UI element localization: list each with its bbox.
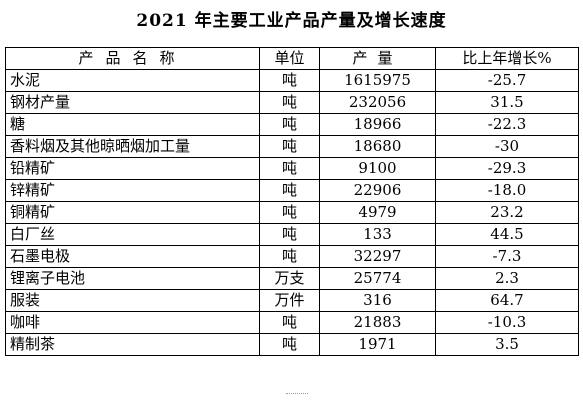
- cell-quantity: 18680: [319, 135, 436, 158]
- cell-unit: 万件: [259, 289, 320, 312]
- header-growth: 比上年增长%: [435, 47, 579, 70]
- cell-product: 铜精矿: [5, 201, 260, 224]
- header-quantity: 产量: [319, 47, 436, 70]
- cell-growth: 2.3: [435, 267, 579, 290]
- cell-unit: 吨: [259, 333, 320, 356]
- cell-quantity: 21883: [319, 311, 436, 334]
- cell-growth: 44.5: [435, 223, 579, 246]
- cell-unit: 吨: [259, 113, 320, 136]
- cell-growth: -10.3: [435, 311, 579, 334]
- cell-growth: -18.0: [435, 179, 579, 202]
- cell-quantity: 9100: [319, 157, 436, 180]
- header-product: 产品名称: [5, 47, 260, 70]
- cell-quantity: 4979: [319, 201, 436, 224]
- table-row: 服装 万件 316 64.7: [5, 289, 579, 312]
- production-table: 产品名称 单位 产量 比上年增长% 水泥 吨 1615975 -25.7 钢材产…: [5, 47, 579, 356]
- cell-product: 锂离子电池: [5, 267, 260, 290]
- cell-product: 钢材产量: [5, 91, 260, 114]
- cell-unit: 吨: [259, 69, 320, 92]
- cell-unit: 吨: [259, 245, 320, 268]
- cell-growth: -7.3: [435, 245, 579, 268]
- cell-quantity: 25774: [319, 267, 436, 290]
- cell-product: 精制茶: [5, 333, 260, 356]
- cell-unit: 吨: [259, 135, 320, 158]
- cell-growth: -29.3: [435, 157, 579, 180]
- cell-product: 服装: [5, 289, 260, 312]
- cell-unit: 吨: [259, 91, 320, 114]
- table-row: 精制茶 吨 1971 3.5: [5, 333, 579, 356]
- table-row: 白厂丝 吨 133 44.5: [5, 223, 579, 246]
- cell-unit: 吨: [259, 223, 320, 246]
- header-unit: 单位: [259, 47, 320, 70]
- cell-product: 锌精矿: [5, 179, 260, 202]
- cell-unit: 吨: [259, 311, 320, 334]
- cell-growth: 23.2: [435, 201, 579, 224]
- cell-unit: 万支: [259, 267, 320, 290]
- table-row: 铅精矿 吨 9100 -29.3: [5, 157, 579, 180]
- cell-product: 糖: [5, 113, 260, 136]
- cell-quantity: 22906: [319, 179, 436, 202]
- table-row: 水泥 吨 1615975 -25.7: [5, 69, 579, 92]
- table-row: 石墨电极 吨 32297 -7.3: [5, 245, 579, 268]
- table-row: 糖 吨 18966 -22.3: [5, 113, 579, 136]
- header-row: 产品名称 单位 产量 比上年增长%: [5, 47, 579, 70]
- cell-product: 铅精矿: [5, 157, 260, 180]
- table-row: 铜精矿 吨 4979 23.2: [5, 201, 579, 224]
- table-row: 钢材产量 吨 232056 31.5: [5, 91, 579, 114]
- table-row: 香料烟及其他晾晒烟加工量 吨 18680 -30: [5, 135, 579, 158]
- cell-quantity: 232056: [319, 91, 436, 114]
- table-row: 咖啡 吨 21883 -10.3: [5, 311, 579, 334]
- cell-product: 香料烟及其他晾晒烟加工量: [5, 135, 260, 158]
- table-row: 锌精矿 吨 22906 -18.0: [5, 179, 579, 202]
- table-row: 锂离子电池 万支 25774 2.3: [5, 267, 579, 290]
- cell-quantity: 316: [319, 289, 436, 312]
- cell-quantity: 1971: [319, 333, 436, 356]
- cell-unit: 吨: [259, 179, 320, 202]
- cell-unit: 吨: [259, 201, 320, 224]
- cell-growth: 3.5: [435, 333, 579, 356]
- cell-product: 石墨电极: [5, 245, 260, 268]
- cell-growth: 31.5: [435, 91, 579, 114]
- cell-quantity: 1615975: [319, 69, 436, 92]
- cell-growth: -30: [435, 135, 579, 158]
- table-title: 2021 年主要工业产品产量及增长速度: [136, 11, 447, 31]
- cell-growth: -25.7: [435, 69, 579, 92]
- cell-growth: -22.3: [435, 113, 579, 136]
- cell-quantity: 18966: [319, 113, 436, 136]
- cell-unit: 吨: [259, 157, 320, 180]
- cell-quantity: 133: [319, 223, 436, 246]
- cell-product: 咖啡: [5, 311, 260, 334]
- cell-product: 白厂丝: [5, 223, 260, 246]
- cell-quantity: 32297: [319, 245, 436, 268]
- cell-product: 水泥: [5, 69, 260, 92]
- cell-growth: 64.7: [435, 289, 579, 312]
- page-break-mark: [286, 393, 308, 394]
